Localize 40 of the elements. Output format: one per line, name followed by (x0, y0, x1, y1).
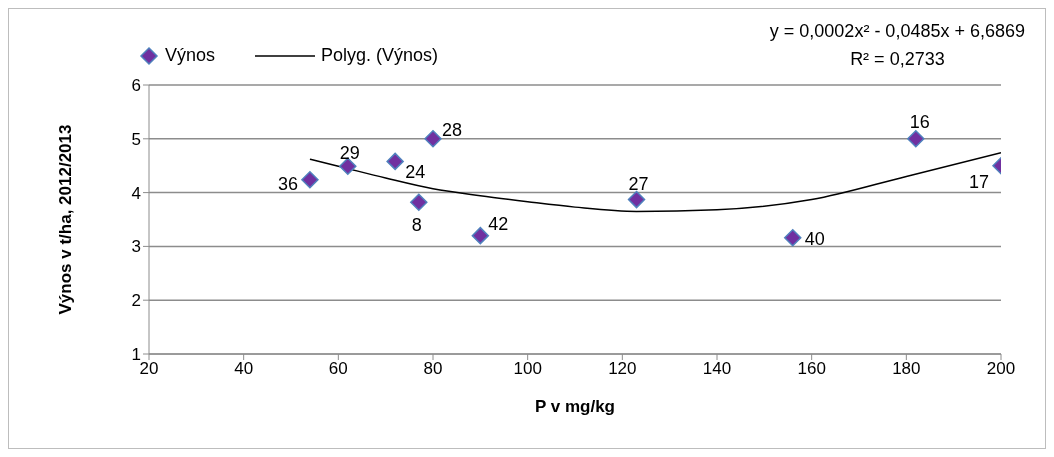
x-tick-label: 180 (892, 359, 921, 379)
y-tick-label: 2 (131, 291, 141, 311)
y-tick-label: 5 (131, 129, 141, 149)
x-tick-label: 40 (234, 359, 254, 379)
x-tick-label: 20 (139, 359, 159, 379)
y-tick-label: 1 (131, 345, 141, 365)
annotation: 16 (909, 111, 930, 132)
x-tick-label: 160 (797, 359, 826, 379)
y-tick-label: 4 (131, 183, 141, 203)
x-tick-label: 100 (513, 359, 542, 379)
annotation: 27 (628, 174, 649, 195)
point (410, 193, 428, 212)
point (907, 130, 925, 148)
x-tick-label: 80 (423, 359, 443, 379)
legend-label: Výnos (165, 45, 216, 66)
x-tick-label: 120 (608, 359, 637, 379)
annotation: 36 (277, 174, 298, 195)
point (301, 170, 319, 189)
annotation: 42 (488, 214, 509, 235)
text: y = 0,0002x² - 0,0485x + 6,6869 (769, 20, 1025, 43)
annotation: 17 (968, 172, 989, 193)
x-tick-label: 60 (328, 359, 348, 379)
y-tick-label: 6 (131, 76, 141, 96)
x-tick-label: 140 (702, 359, 732, 379)
point (424, 130, 442, 148)
y-axis-title: Výnos v t/ha, 2012/2013 (56, 124, 76, 315)
point (471, 226, 490, 245)
annotation: 8 (411, 215, 422, 236)
legend-label: Polyg. (Výnos) (321, 45, 439, 66)
point (627, 190, 646, 209)
annotation: 24 (405, 162, 426, 183)
annotation: 40 (804, 228, 825, 249)
point (783, 229, 802, 247)
point (386, 152, 404, 171)
y-tick-label: 3 (131, 237, 141, 257)
x-tick-label: 200 (986, 359, 1016, 379)
annotation: 29 (339, 142, 360, 163)
text: R² = 0,2733 (849, 48, 946, 71)
x-axis-title: P v mg/kg (535, 397, 615, 416)
annotation: 28 (442, 119, 463, 140)
